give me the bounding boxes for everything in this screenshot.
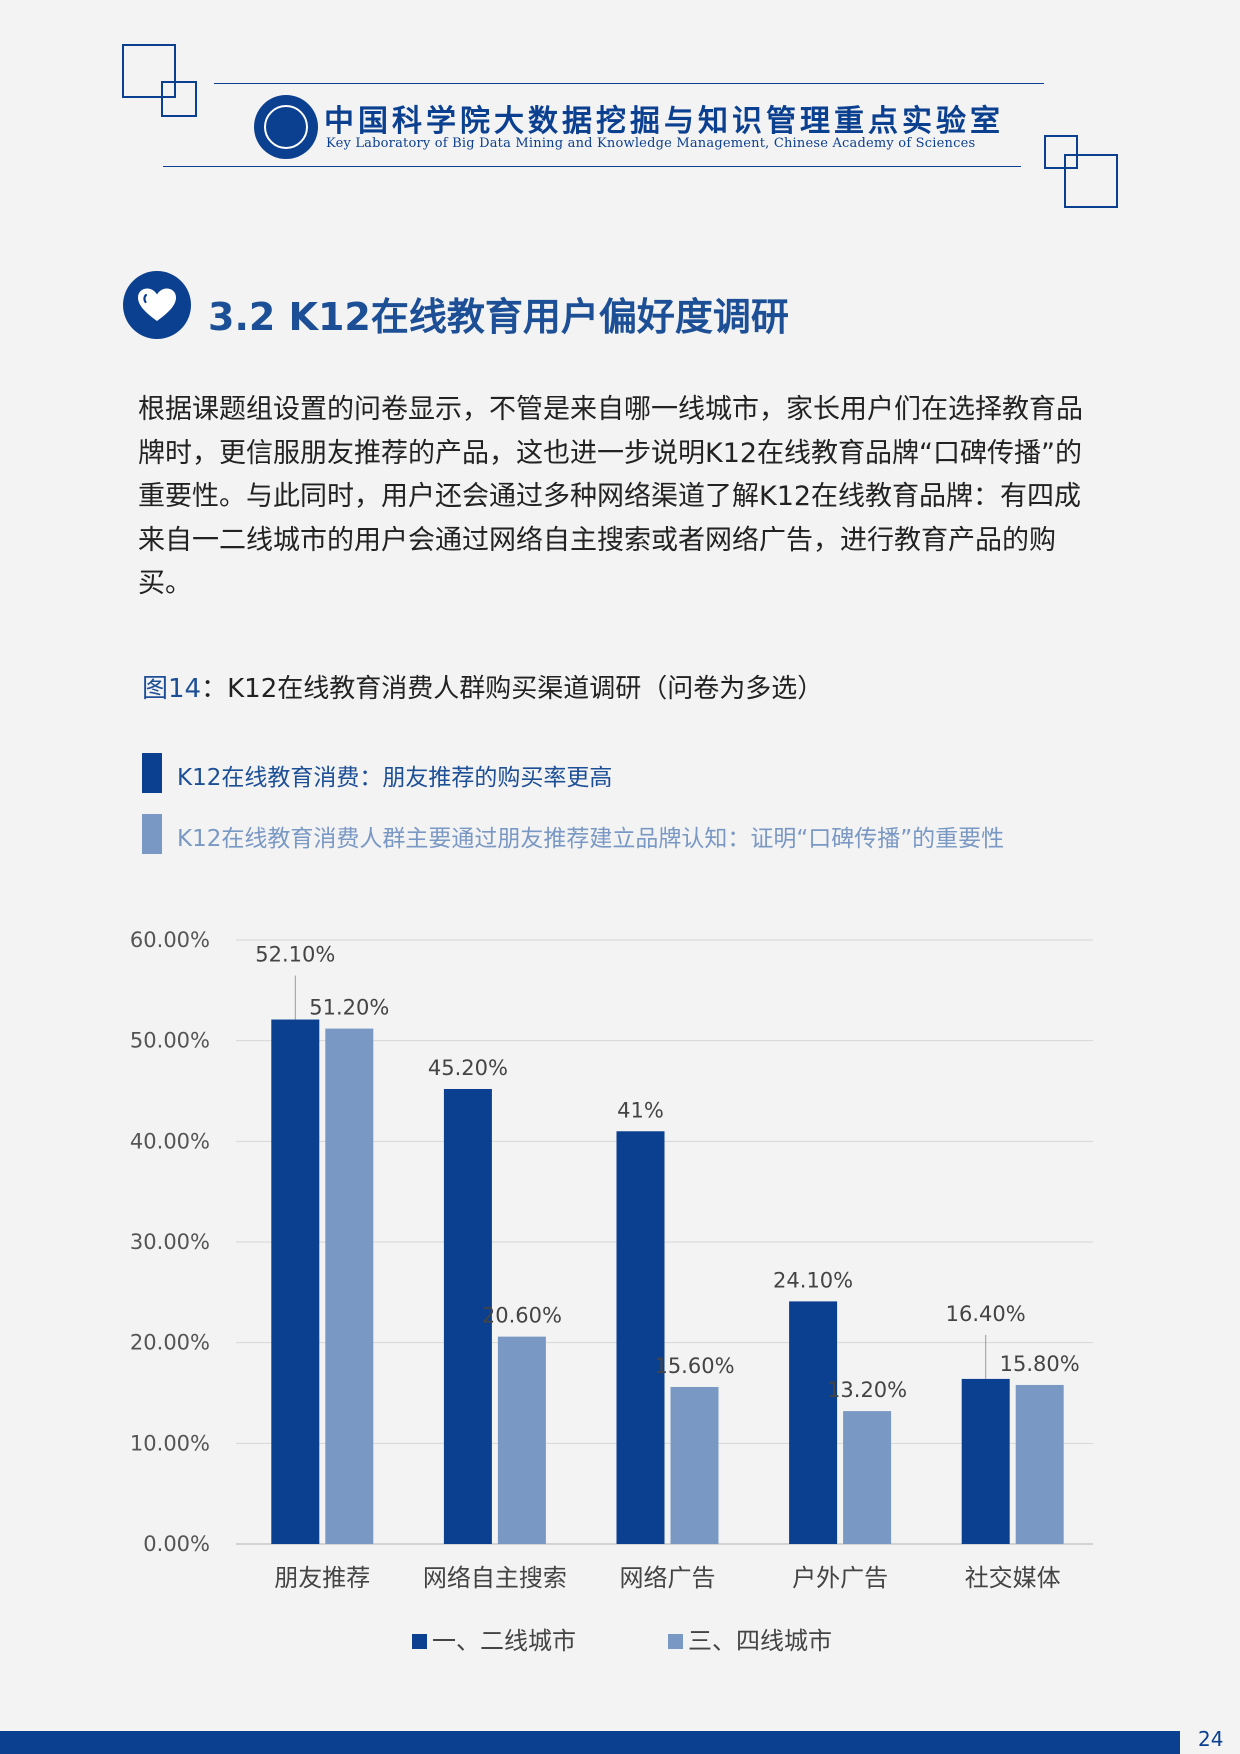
cas-logo: [254, 95, 318, 159]
bar-tier12: [961, 1378, 1010, 1544]
key-point-1: K12在线教育消费：朋友推荐的购买率更高: [177, 765, 613, 791]
decor-square: [161, 81, 197, 117]
data-label: 15.60%: [654, 1354, 734, 1378]
body-paragraph: 根据课题组设置的问卷显示，不管是来自哪一线城市，家长用户们在选择教育品牌时，更信…: [138, 394, 1083, 599]
key-point-2: K12在线教育消费人群主要通过朋友推荐建立品牌认知：证明“口碑传播”的重要性: [177, 826, 1005, 852]
data-label: 51.20%: [309, 996, 389, 1020]
y-tick-label: 30.00%: [130, 1230, 210, 1254]
y-tick-label: 10.00%: [130, 1431, 210, 1455]
y-tick-label: 20.00%: [130, 1331, 210, 1355]
figure-separator: ：: [201, 674, 228, 704]
decor-square: [1064, 154, 1118, 208]
x-tick-label: 社交媒体: [965, 1564, 1061, 1592]
footer-band: [0, 1731, 1180, 1754]
figure-title: K12在线教育消费人群购买渠道调研（问卷为多选）: [227, 674, 824, 704]
x-tick-label: 网络广告: [620, 1564, 716, 1592]
header-rule-top: [214, 83, 1044, 84]
lab-name-en: Key Laboratory of Big Data Mining and Kn…: [326, 136, 976, 151]
heart-badge: [123, 271, 191, 339]
x-tick-label: 网络自主搜索: [423, 1564, 567, 1592]
data-label: 16.40%: [946, 1302, 1026, 1326]
x-tick-label: 户外广告: [792, 1564, 888, 1592]
y-tick-label: 60.00%: [130, 928, 210, 952]
bar-tier34: [497, 1336, 546, 1544]
data-label: 20.60%: [482, 1304, 562, 1328]
y-tick-label: 40.00%: [130, 1129, 210, 1153]
data-label: 52.10%: [255, 943, 335, 967]
data-label: 15.80%: [1000, 1352, 1080, 1376]
section-title: 3.2 K12在线教育用户偏好度调研: [208, 295, 789, 339]
figure-number: 图14: [142, 674, 202, 704]
x-tick-label: 朋友推荐: [274, 1564, 370, 1592]
key-point-bar-1: [142, 753, 162, 793]
legend-swatch: [668, 1634, 683, 1649]
data-label: 24.10%: [773, 1268, 853, 1292]
y-tick-label: 0.00%: [143, 1532, 210, 1556]
key-point-bar-2: [142, 814, 162, 854]
legend-swatch: [412, 1634, 427, 1649]
decor-square: [122, 44, 176, 98]
bar-tier34: [1015, 1384, 1064, 1544]
bar-tier34: [670, 1386, 719, 1544]
bar-tier34: [843, 1411, 892, 1544]
data-label: 41%: [617, 1098, 664, 1122]
legend-label: 三、四线城市: [688, 1627, 832, 1655]
lab-name-cn: 中国科学院大数据挖掘与知识管理重点实验室: [324, 104, 1004, 139]
bar-tier34: [325, 1028, 374, 1544]
bar-tier12: [616, 1131, 665, 1544]
page-number: 24: [1198, 1727, 1224, 1751]
bar-chart: 0.00% 10.00% 20.00% 30.00% 40.00% 50.00% 60.00…: [130, 928, 1093, 1655]
heart-icon: [138, 288, 176, 321]
decor-square: [1044, 135, 1078, 169]
bar-tier12: [443, 1088, 492, 1544]
y-tick-label: 50.00%: [130, 1029, 210, 1053]
bar-tier12: [789, 1301, 838, 1544]
bar-tier12: [271, 1019, 320, 1544]
figure-caption: 图14：K12在线教育消费人群购买渠道调研（问卷为多选）: [142, 668, 823, 705]
data-label: 45.20%: [428, 1056, 508, 1080]
header-rule-bottom: [163, 166, 1021, 167]
data-label: 13.20%: [827, 1378, 907, 1402]
legend-label: 一、二线城市: [432, 1627, 576, 1655]
